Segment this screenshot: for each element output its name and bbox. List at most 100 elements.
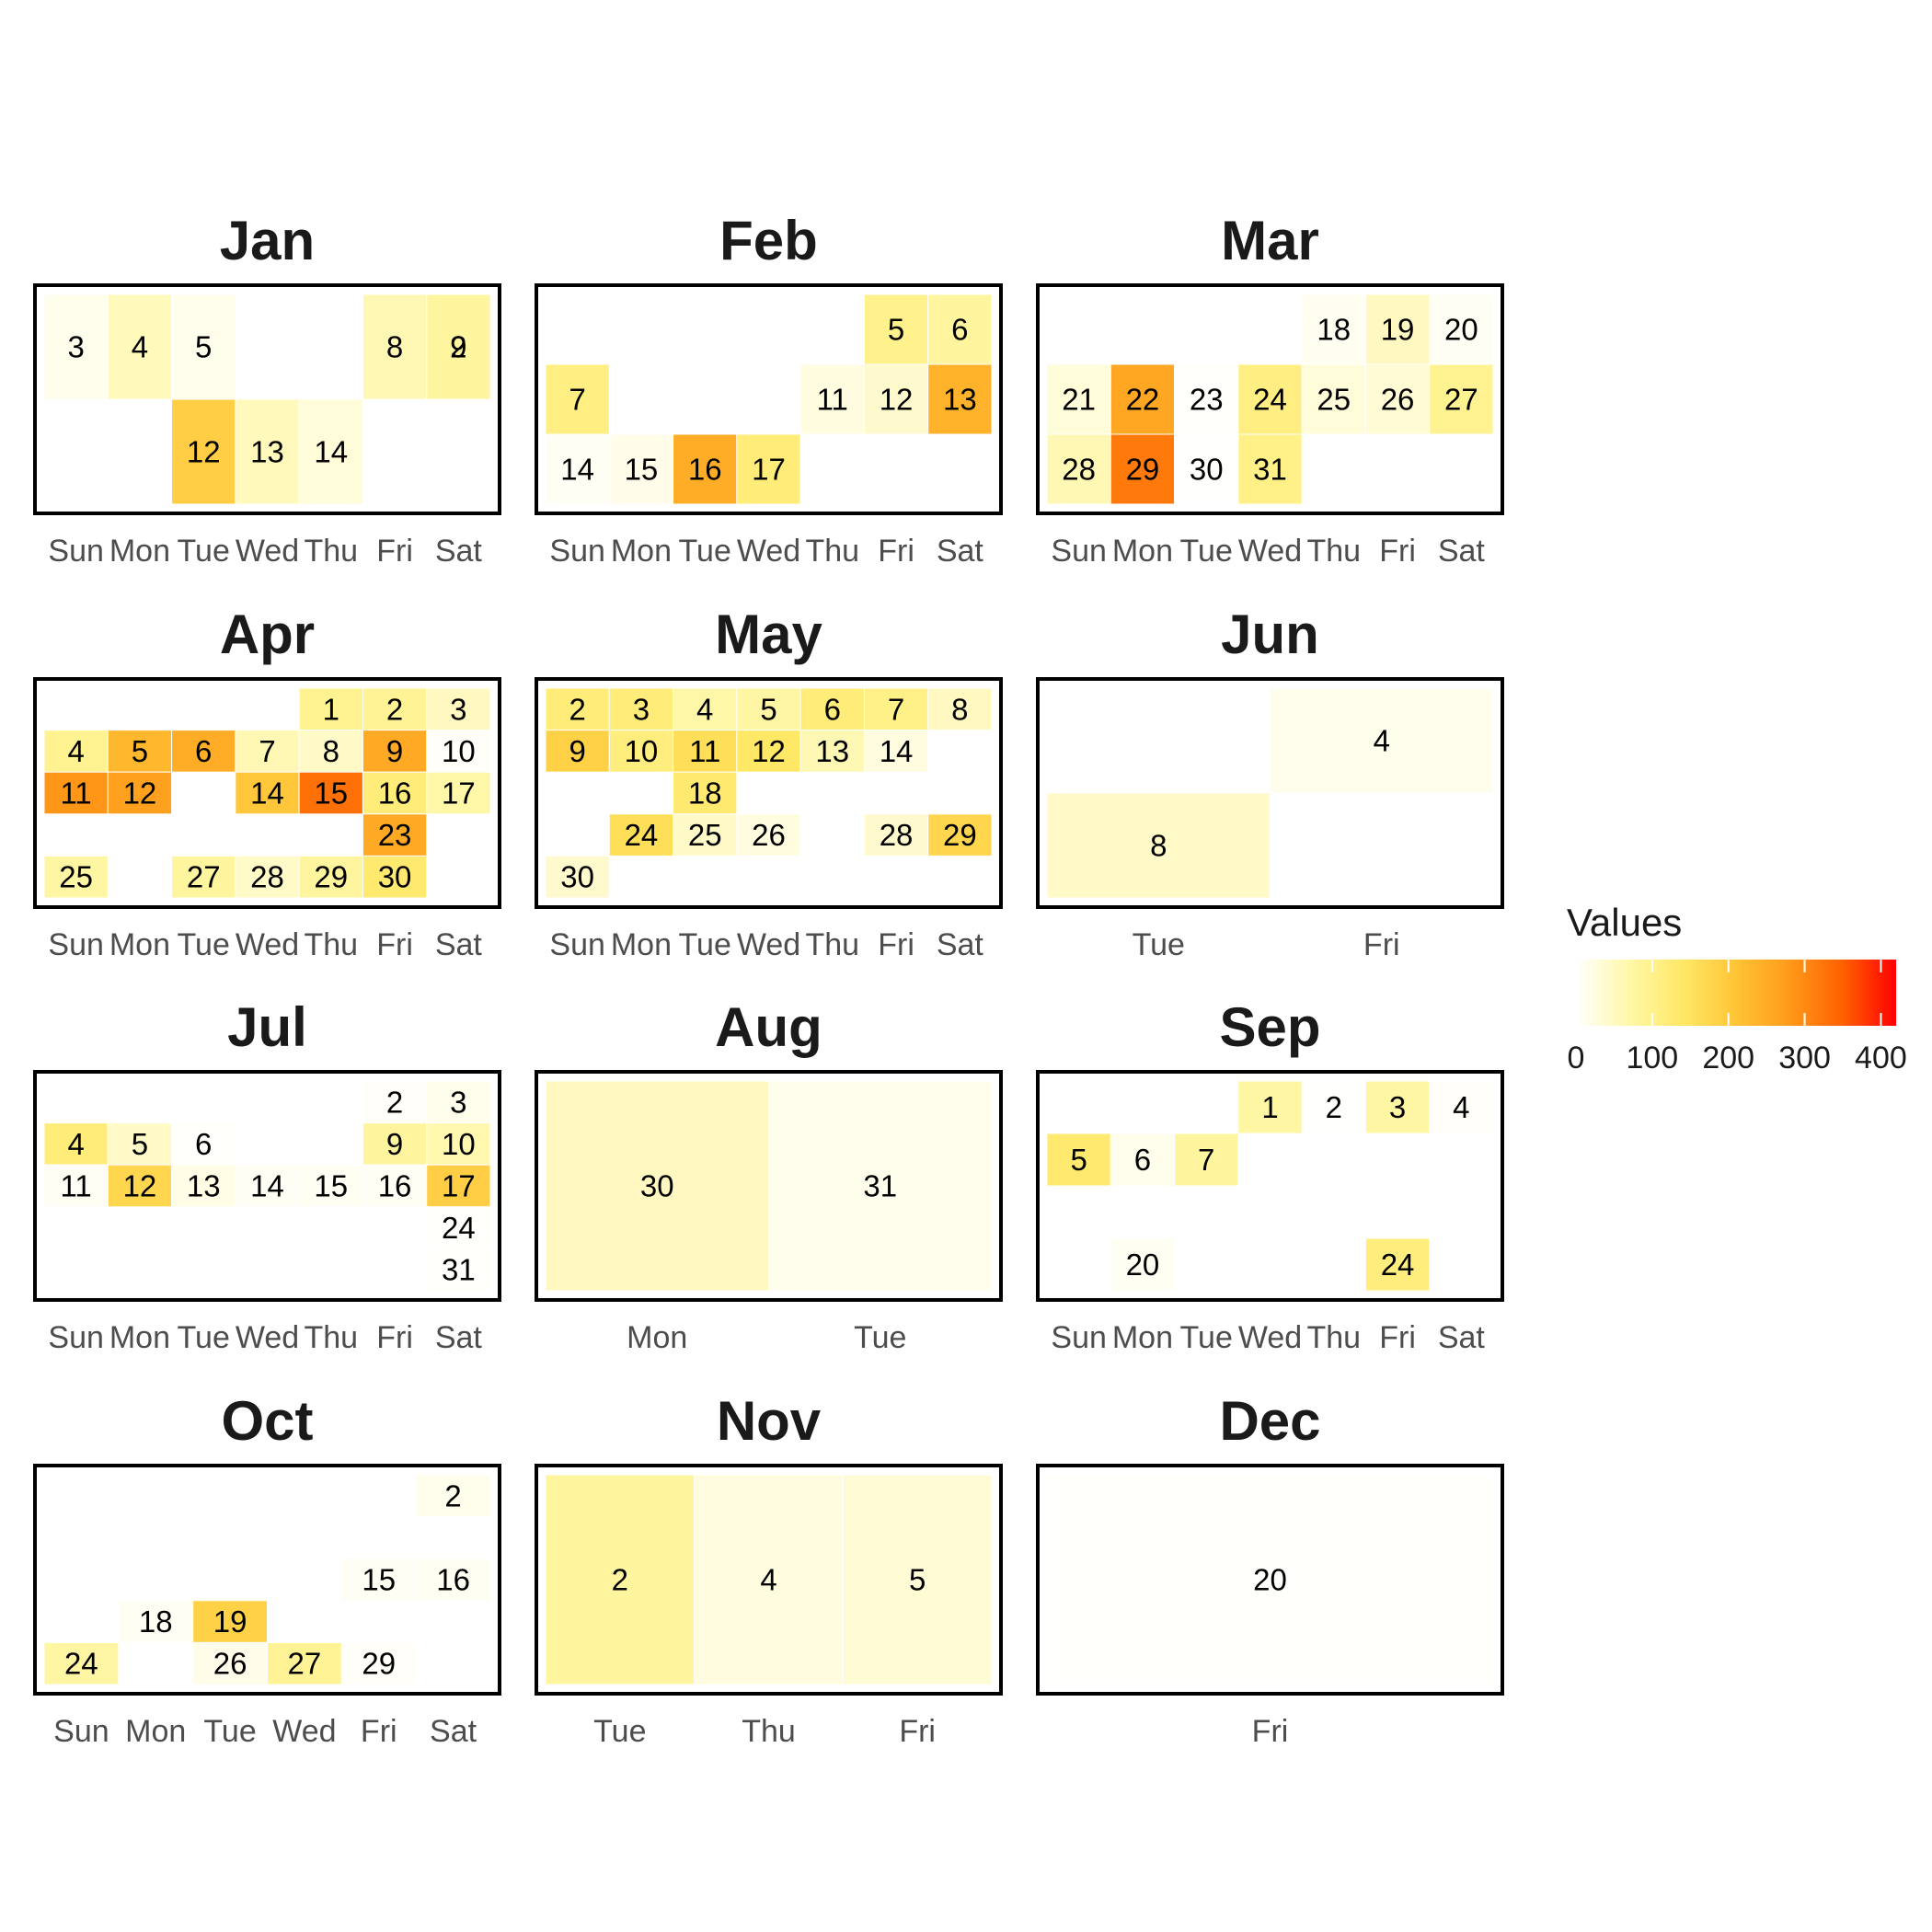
- day-label: 7: [888, 692, 904, 726]
- day-cell: [43, 1641, 120, 1685]
- day-label: 5: [760, 692, 776, 726]
- day-cell: [1237, 1080, 1303, 1134]
- weekday-label: Wed: [1238, 1320, 1302, 1355]
- day-label: 17: [442, 776, 476, 811]
- weekday-label: Fri: [376, 927, 413, 962]
- day-label: 5: [132, 734, 148, 768]
- day-label: 4: [67, 1127, 84, 1161]
- day-label: 12: [123, 776, 157, 811]
- weekday-label: Sat: [1438, 1320, 1486, 1355]
- panel-border: [1036, 283, 1504, 515]
- day-label: 10: [625, 734, 659, 768]
- day-label: 15: [362, 1563, 396, 1597]
- day-cell: [1174, 1133, 1239, 1187]
- day-cell: [426, 293, 491, 400]
- day-cell: [192, 1600, 269, 1643]
- weekday-label: Tue: [679, 927, 731, 962]
- day-cell: [608, 813, 674, 857]
- day-label: 19: [1381, 313, 1415, 347]
- day-cell: [171, 398, 236, 505]
- day-cell: [426, 1164, 491, 1208]
- color-legend: Values 0 100 200 300 400: [1567, 901, 1907, 1075]
- month-panel-sep: Sep 1 2 3 4 5 6 7 20 24 Sun Mon Tue Wed Thu Fri Sat: [1036, 996, 1504, 1355]
- day-cell: [1270, 687, 1494, 794]
- weekday-label: Sat: [937, 927, 984, 962]
- weekday-label: Sun: [48, 1320, 104, 1355]
- day-label: 9: [569, 734, 585, 768]
- day-cell: [107, 1164, 173, 1208]
- day-label: 11: [817, 383, 848, 417]
- month-title: Nov: [717, 1390, 822, 1452]
- day-label: 30: [1190, 453, 1224, 487]
- day-cell: [1301, 363, 1366, 435]
- month-panel-jul: Jul 2 3 4 5 6 9 10 11 12 13 14 15 16 17 24 31 Sun Mon Tue We…: [33, 996, 501, 1355]
- weekday-label: Mon: [109, 927, 170, 962]
- day-cell: [545, 1080, 769, 1292]
- day-label: 25: [59, 860, 93, 894]
- day-label: 13: [250, 435, 284, 469]
- day-cell: [927, 363, 993, 435]
- day-label: 25: [688, 818, 722, 852]
- day-label: 16: [378, 1169, 412, 1203]
- day-cell: [362, 730, 428, 773]
- day-cell: [842, 1474, 993, 1685]
- day-cell: [362, 1122, 428, 1166]
- day-cell: [171, 855, 236, 899]
- day-cell: [863, 687, 929, 731]
- day-label: 5: [888, 313, 904, 347]
- weekday-label: Wed: [737, 927, 800, 962]
- day-cell: [545, 855, 610, 899]
- day-label: 28: [1062, 453, 1096, 487]
- day-label: 31: [863, 1169, 897, 1203]
- weekday-label: Sat: [435, 927, 483, 962]
- weekday-label: Tue: [1180, 1320, 1233, 1355]
- day-cell: [1237, 433, 1303, 505]
- day-cell: [1301, 1080, 1366, 1134]
- day-label: 10: [442, 1127, 476, 1161]
- panel-border: [535, 677, 1003, 909]
- weekday-label: Wed: [737, 534, 800, 569]
- day-label: 15: [314, 1169, 348, 1203]
- day-label: 5: [909, 1563, 926, 1597]
- weekday-label: Tue: [178, 534, 230, 569]
- weekday-label: Tue: [1180, 534, 1233, 569]
- day-label: 5: [195, 330, 212, 364]
- day-cell: [43, 730, 109, 773]
- day-cell: [298, 398, 363, 505]
- weekday-label: Tue: [178, 1320, 230, 1355]
- day-label: 13: [815, 734, 849, 768]
- day-label: 30: [378, 860, 412, 894]
- day-cell: [340, 1558, 417, 1602]
- day-label: 13: [187, 1169, 221, 1203]
- day-label: 2: [569, 692, 585, 726]
- day-label: 18: [688, 776, 722, 811]
- day-label: 11: [61, 776, 92, 811]
- day-cell: [1046, 433, 1111, 505]
- day-label: 21: [1062, 383, 1096, 417]
- day-label: 8: [323, 734, 339, 768]
- day-cell: [426, 687, 491, 731]
- weekday-label: Mon: [627, 1320, 687, 1355]
- month-panel-feb: Feb 5 6 7 11 12 13 14 15 16 17 Sun Mon Tue Wed Thu Fri Sa…: [535, 210, 1003, 569]
- legend-title: Values: [1567, 901, 1682, 944]
- day-cell: [43, 771, 109, 815]
- day-label: 27: [288, 1647, 322, 1681]
- day-cell: [415, 1474, 491, 1518]
- day-label: 3: [450, 692, 466, 726]
- day-cell: [362, 813, 428, 857]
- weekday-label: Mon: [125, 1714, 186, 1749]
- month-title: Aug: [715, 996, 822, 1058]
- day-label: 2: [444, 1478, 461, 1512]
- day-cell: [1046, 1133, 1111, 1187]
- day-cell: [736, 687, 801, 731]
- day-cell: [1174, 363, 1239, 435]
- weekday-label: Mon: [611, 927, 672, 962]
- month-title: Dec: [1219, 1390, 1320, 1452]
- day-cell: [1364, 1080, 1431, 1134]
- month-title: May: [715, 604, 822, 665]
- day-label: 11: [689, 734, 720, 768]
- day-cell: [1174, 433, 1239, 505]
- day-cell: [107, 730, 173, 773]
- day-cell: [863, 730, 929, 773]
- day-cell: [768, 1080, 993, 1292]
